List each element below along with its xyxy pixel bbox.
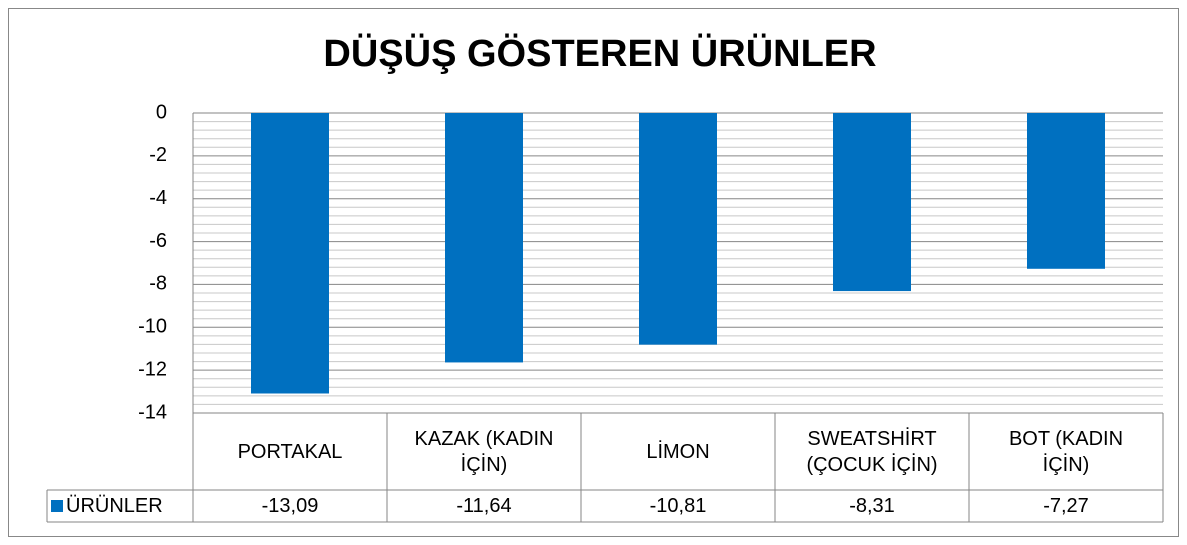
bar	[445, 113, 523, 363]
y-tick-label: -8	[149, 273, 167, 295]
value-label: -13,09	[261, 495, 319, 517]
value-label: -7,27	[1043, 495, 1089, 517]
x-tick-label: KAZAK (KADIN İÇİN)	[414, 427, 554, 476]
y-tick-label: -4	[149, 187, 167, 209]
bar	[251, 113, 329, 394]
y-tick-label: -6	[149, 230, 167, 252]
chart-border	[8, 8, 1179, 537]
x-tick-label: BOT (KADIN İÇİN)	[1008, 427, 1124, 476]
value-label: -11,64	[456, 495, 512, 517]
y-tick-label: -12	[138, 358, 167, 380]
value-label: -8,31	[849, 495, 895, 517]
bar	[639, 113, 717, 345]
legend-label: ÜRÜNLER	[66, 495, 163, 517]
y-tick-label: -2	[149, 144, 167, 166]
chart-title: DÜŞÜŞ GÖSTEREN ÜRÜNLER	[323, 32, 876, 75]
x-tick-label: SWEATSHİRT (ÇOCUK İÇİN)	[806, 427, 938, 476]
y-tick-label: 0	[156, 101, 167, 123]
value-label: -10,81	[649, 495, 707, 517]
x-tick-label: LİMON	[646, 440, 710, 463]
x-tick-label: PORTAKAL	[237, 440, 343, 463]
y-tick-label: -10	[138, 316, 167, 338]
bar	[833, 113, 911, 292]
y-tick-label: -14	[138, 401, 167, 423]
bar	[1027, 113, 1105, 269]
legend-swatch	[51, 500, 63, 512]
